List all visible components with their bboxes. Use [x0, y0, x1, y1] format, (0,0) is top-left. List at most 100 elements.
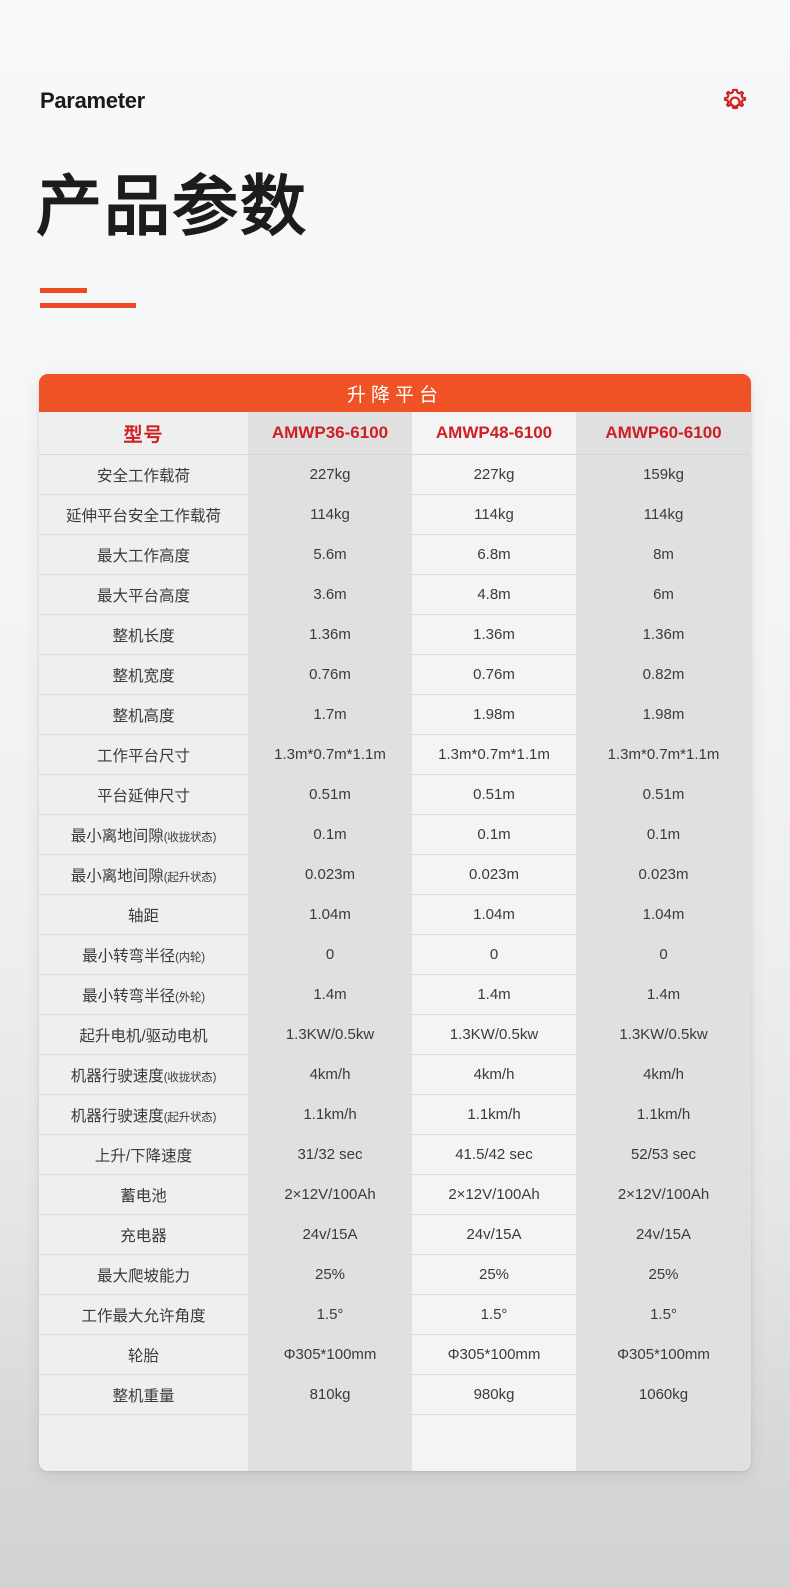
table-row: 蓄电池 2×12V/100Ah 2×12V/100Ah 2×12V/100Ah: [39, 1174, 751, 1215]
empty-cell: [576, 1415, 751, 1472]
spec-table-card: 升降平台 型号 AMWP36-6100 AMWP48-6100 AMWP60-6…: [39, 374, 751, 1471]
row-value: 227kg: [248, 454, 412, 495]
row-value: 0: [576, 934, 751, 975]
row-value: 0.51m: [412, 774, 576, 815]
row-label-note: (外轮): [175, 991, 205, 1004]
table-row: 起升电机/驱动电机 1.3KW/0.5kw 1.3KW/0.5kw 1.3KW/0.5…: [39, 1014, 751, 1055]
row-value: 24v/15A: [412, 1214, 576, 1255]
table-row: 最小转弯半径(外轮) 1.4m 1.4m 1.4m: [39, 974, 751, 1015]
table-row: 整机高度 1.7m 1.98m 1.98m: [39, 694, 751, 735]
row-value: 0: [248, 934, 412, 975]
row-label: 整机重量: [39, 1374, 248, 1415]
row-label: 最小离地间隙(起升状态): [39, 854, 248, 895]
row-value: 114kg: [412, 494, 576, 535]
row-value: 1.36m: [412, 614, 576, 655]
row-value: 0.76m: [412, 654, 576, 695]
row-label-note: (收拢状态): [163, 831, 217, 844]
row-value: 1.36m: [248, 614, 412, 655]
row-label: 最大平台高度: [39, 574, 248, 615]
row-value: 1.36m: [576, 614, 751, 655]
row-label: 最大爬坡能力: [39, 1254, 248, 1295]
row-value: 159kg: [576, 454, 751, 495]
table-row: 整机宽度 0.76m 0.76m 0.82m: [39, 654, 751, 695]
table-row: 工作最大允许角度 1.5° 1.5° 1.5°: [39, 1294, 751, 1335]
row-value: 1.04m: [412, 894, 576, 935]
row-value: 1.04m: [576, 894, 751, 935]
row-value: 24v/15A: [576, 1214, 751, 1255]
row-value: 4km/h: [576, 1054, 751, 1095]
row-value: 0: [412, 934, 576, 975]
column-header-model: 型号: [39, 412, 248, 455]
row-value: 2×12V/100Ah: [248, 1174, 412, 1215]
column-header-amwp36: AMWP36-6100: [248, 412, 412, 455]
row-value: 2×12V/100Ah: [412, 1174, 576, 1215]
row-value: 1.3KW/0.5kw: [412, 1014, 576, 1055]
row-value: 1.1km/h: [248, 1094, 412, 1135]
row-value: 41.5/42 sec: [412, 1134, 576, 1175]
row-label: 轴距: [39, 894, 248, 935]
row-value: 1.3m*0.7m*1.1m: [576, 734, 751, 775]
table-row: 整机重量 810kg 980kg 1060kg: [39, 1374, 751, 1415]
row-value: 3.6m: [248, 574, 412, 615]
row-value: 25%: [412, 1254, 576, 1295]
table-row: 最大爬坡能力 25% 25% 25%: [39, 1254, 751, 1295]
row-label: 轮胎: [39, 1334, 248, 1375]
row-value: 1.5°: [412, 1294, 576, 1335]
row-label: 工作平台尺寸: [39, 734, 248, 775]
table-row: 最小离地间隙(起升状态) 0.023m 0.023m 0.023m: [39, 854, 751, 895]
row-value: 810kg: [248, 1374, 412, 1415]
row-value: 0.023m: [412, 854, 576, 895]
row-value: 1.7m: [248, 694, 412, 735]
row-value: 0.023m: [248, 854, 412, 895]
row-label: 上升/下降速度: [39, 1134, 248, 1175]
row-value: 1.98m: [576, 694, 751, 735]
row-value: 1.5°: [248, 1294, 412, 1335]
column-header-amwp60: AMWP60-6100: [576, 412, 751, 455]
row-value: 1.5°: [576, 1294, 751, 1335]
row-label-note: (起升状态): [163, 871, 217, 884]
table-row: 安全工作载荷 227kg 227kg 159kg: [39, 454, 751, 495]
gear-icon[interactable]: [720, 87, 750, 117]
row-value: 0.1m: [412, 814, 576, 855]
table-row: 工作平台尺寸 1.3m*0.7m*1.1m 1.3m*0.7m*1.1m 1.3m*0…: [39, 734, 751, 775]
row-value: 980kg: [412, 1374, 576, 1415]
row-label: 蓄电池: [39, 1174, 248, 1215]
table-row: 充电器 24v/15A 24v/15A 24v/15A: [39, 1214, 751, 1255]
row-value: 4km/h: [412, 1054, 576, 1095]
row-value: 1.98m: [412, 694, 576, 735]
row-value: 1.4m: [248, 974, 412, 1015]
row-value: 25%: [248, 1254, 412, 1295]
row-value: 1.3m*0.7m*1.1m: [412, 734, 576, 775]
row-value: 227kg: [412, 454, 576, 495]
spec-table-body: 安全工作载荷 227kg 227kg 159kg 延伸平台安全工作载荷 114kg 114k…: [39, 454, 751, 1472]
row-label: 最大工作高度: [39, 534, 248, 575]
empty-cell: [412, 1415, 576, 1472]
accent-bar-short: [40, 288, 87, 293]
row-value: 0.1m: [248, 814, 412, 855]
row-value: 1.3KW/0.5kw: [576, 1014, 751, 1055]
row-value: 0.82m: [576, 654, 751, 695]
row-value: 0.51m: [576, 774, 751, 815]
table-row: 整机长度 1.36m 1.36m 1.36m: [39, 614, 751, 655]
row-label: 机器行驶速度(收拢状态): [39, 1054, 248, 1095]
row-label: 整机高度: [39, 694, 248, 735]
spec-table-head: 型号 AMWP36-6100 AMWP48-6100 AMWP60-6100: [39, 412, 751, 455]
row-value: 8m: [576, 534, 751, 575]
row-value: 1.1km/h: [576, 1094, 751, 1135]
page-header: Parameter 产品参数: [0, 0, 790, 330]
empty-cell: [248, 1415, 412, 1472]
row-value: 1.3KW/0.5kw: [248, 1014, 412, 1055]
spec-table-banner: 升降平台: [39, 374, 751, 412]
row-label: 起升电机/驱动电机: [39, 1014, 248, 1055]
spec-table: 型号 AMWP36-6100 AMWP48-6100 AMWP60-6100 安…: [39, 412, 751, 1471]
empty-cell: [39, 1415, 248, 1472]
table-row: 延伸平台安全工作载荷 114kg 114kg 114kg: [39, 494, 751, 535]
table-row: 平台延伸尺寸 0.51m 0.51m 0.51m: [39, 774, 751, 815]
table-row: 上升/下降速度 31/32 sec 41.5/42 sec 52/53 sec: [39, 1134, 751, 1175]
row-value: 0.1m: [576, 814, 751, 855]
row-value: 5.6m: [248, 534, 412, 575]
row-value: 0.023m: [576, 854, 751, 895]
row-value: 4km/h: [248, 1054, 412, 1095]
row-value: 1.3m*0.7m*1.1m: [248, 734, 412, 775]
page-title: 产品参数: [36, 168, 308, 245]
